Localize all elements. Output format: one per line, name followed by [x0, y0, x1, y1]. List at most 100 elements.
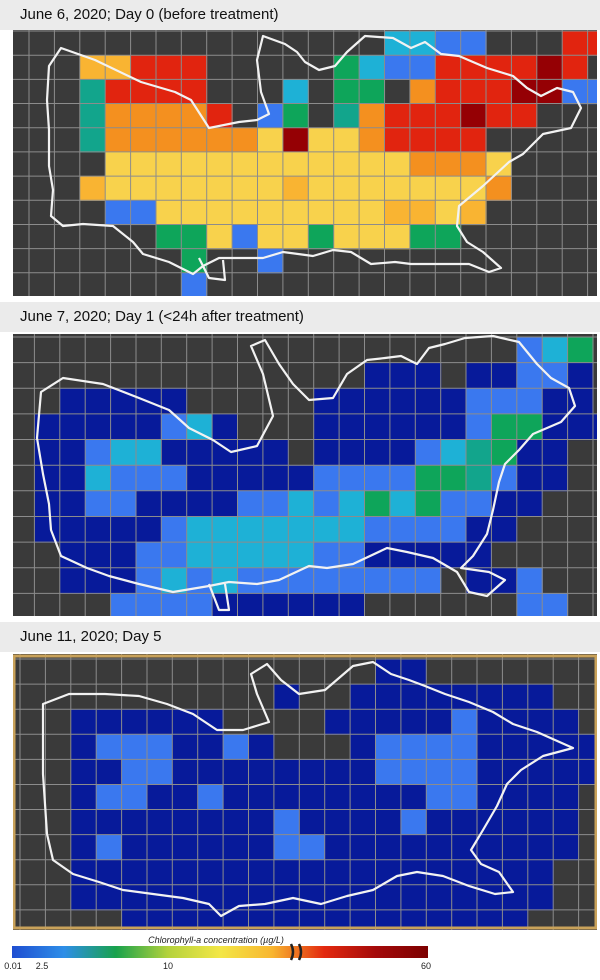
- grid-cell: [364, 413, 391, 441]
- grid-cell: [96, 709, 123, 735]
- grid-cell: [110, 413, 137, 441]
- grid-cell: [364, 362, 391, 389]
- grid-cell: [237, 465, 264, 492]
- grid-cell: [232, 200, 259, 226]
- grid-cell: [389, 362, 416, 389]
- grid-cell: [130, 103, 157, 129]
- grid-cell: [156, 200, 182, 226]
- grid-cell: [248, 734, 275, 760]
- grid-cell: [96, 734, 123, 760]
- grid-cell: [105, 176, 132, 201]
- grid-cell: [460, 103, 487, 129]
- grid-cell: [313, 490, 340, 517]
- grid-cell: [248, 784, 275, 811]
- grid-cell: [502, 859, 529, 886]
- grid-cell: [147, 834, 173, 861]
- grid-cell: [136, 465, 162, 492]
- grid-cell: [262, 439, 289, 466]
- grid-cell: [70, 859, 97, 886]
- grid-cell: [466, 413, 492, 441]
- grid-cell: [273, 909, 300, 930]
- grid-cell: [409, 103, 436, 129]
- grid-cell: [466, 465, 492, 492]
- grid-cell: [477, 909, 503, 930]
- grid-cell: [223, 809, 250, 836]
- grid-cell: [96, 834, 123, 861]
- grid-cell: [511, 103, 538, 129]
- grid-cell: [527, 784, 554, 811]
- grid-cell: [59, 542, 86, 569]
- grid-cell: [59, 567, 86, 594]
- grid-cell: [308, 151, 335, 177]
- grid-cell: [232, 151, 259, 177]
- grid-cell: [105, 151, 132, 177]
- grid-cell: [273, 784, 300, 811]
- chlorophyll-map-day1: [13, 334, 597, 616]
- grid-cell: [156, 224, 182, 250]
- grid-cell: [553, 709, 580, 735]
- grid-cell: [197, 759, 224, 786]
- grid-cell: [502, 809, 529, 836]
- grid-cell: [435, 224, 462, 250]
- grid-cell: [409, 55, 436, 80]
- grid-cell: [273, 809, 300, 836]
- grid-cell: [542, 337, 569, 364]
- grid-cell: [451, 884, 478, 911]
- grid-cell: [502, 709, 529, 735]
- panel-label-day1: June 7, 2020; Day 1 (<24h after treatmen…: [0, 302, 600, 332]
- grid-cell: [491, 465, 518, 492]
- grid-cell: [299, 809, 326, 836]
- grid-cell: [364, 542, 391, 569]
- grid-cell: [121, 834, 148, 861]
- legend-tick-label: 60: [421, 961, 431, 971]
- grid-cell: [542, 465, 569, 492]
- grid-cell: [223, 734, 250, 760]
- grid-cell: [491, 413, 518, 441]
- grid-cell: [110, 490, 137, 517]
- grid-cell: [257, 176, 284, 201]
- grid-cell: [389, 516, 416, 543]
- grid-cell: [415, 567, 442, 594]
- grid-cell: [364, 516, 391, 543]
- grid-cell: [299, 884, 326, 911]
- grid-cell: [299, 909, 326, 930]
- grid-cell: [516, 490, 543, 517]
- grid-cell: [350, 809, 377, 836]
- grid-cell: [593, 413, 597, 441]
- grid-cell: [197, 809, 224, 836]
- grid-cell: [516, 388, 543, 415]
- grid-cell: [79, 79, 106, 105]
- grid-cell: [350, 759, 377, 786]
- chlorophyll-map-day5: [13, 654, 597, 930]
- grid-cell: [206, 200, 233, 226]
- lake-inlet: [207, 583, 231, 612]
- grid-cell: [248, 759, 275, 786]
- grid-cell: [477, 684, 503, 710]
- grid-cell: [502, 884, 529, 911]
- lake-outline: [41, 660, 575, 918]
- grid-cell: [181, 55, 208, 80]
- grid-cell: [161, 490, 188, 517]
- grid-cell: [273, 759, 300, 786]
- grid-cell: [79, 127, 106, 153]
- lake-outline: [45, 34, 583, 276]
- grid-cell: [435, 103, 462, 129]
- grid-cell: [206, 176, 233, 201]
- grid-cell: [333, 127, 360, 153]
- grid-cell: [409, 79, 436, 105]
- grid-cell: [400, 809, 427, 836]
- grid-cell: [313, 542, 340, 569]
- grid-cell: [491, 439, 518, 466]
- grid-cell: [477, 734, 503, 760]
- grid-cell: [186, 516, 213, 543]
- grid-cell: [359, 200, 386, 226]
- grid-cell: [527, 684, 554, 710]
- grid-cell: [339, 593, 366, 616]
- grid-cell: [359, 176, 386, 201]
- grid-cell: [161, 593, 188, 616]
- grid-cell: [350, 709, 377, 735]
- grid-cell: [237, 516, 264, 543]
- grid-cell: [364, 388, 391, 415]
- grid-cell: [299, 759, 326, 786]
- grid-cell: [257, 127, 284, 153]
